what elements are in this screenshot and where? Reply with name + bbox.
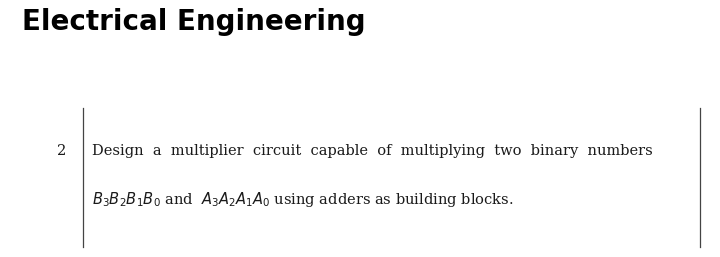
- Text: Electrical Engineering: Electrical Engineering: [22, 8, 365, 36]
- Text: Design  a  multiplier  circuit  capable  of  multiplying  two  binary  numbers: Design a multiplier circuit capable of m…: [92, 144, 653, 158]
- Text: 2: 2: [57, 144, 66, 158]
- Text: $B_3B_2B_1B_0$ and  $A_3A_2A_1A_0$ using adders as building blocks.: $B_3B_2B_1B_0$ and $A_3A_2A_1A_0$ using …: [92, 190, 513, 209]
